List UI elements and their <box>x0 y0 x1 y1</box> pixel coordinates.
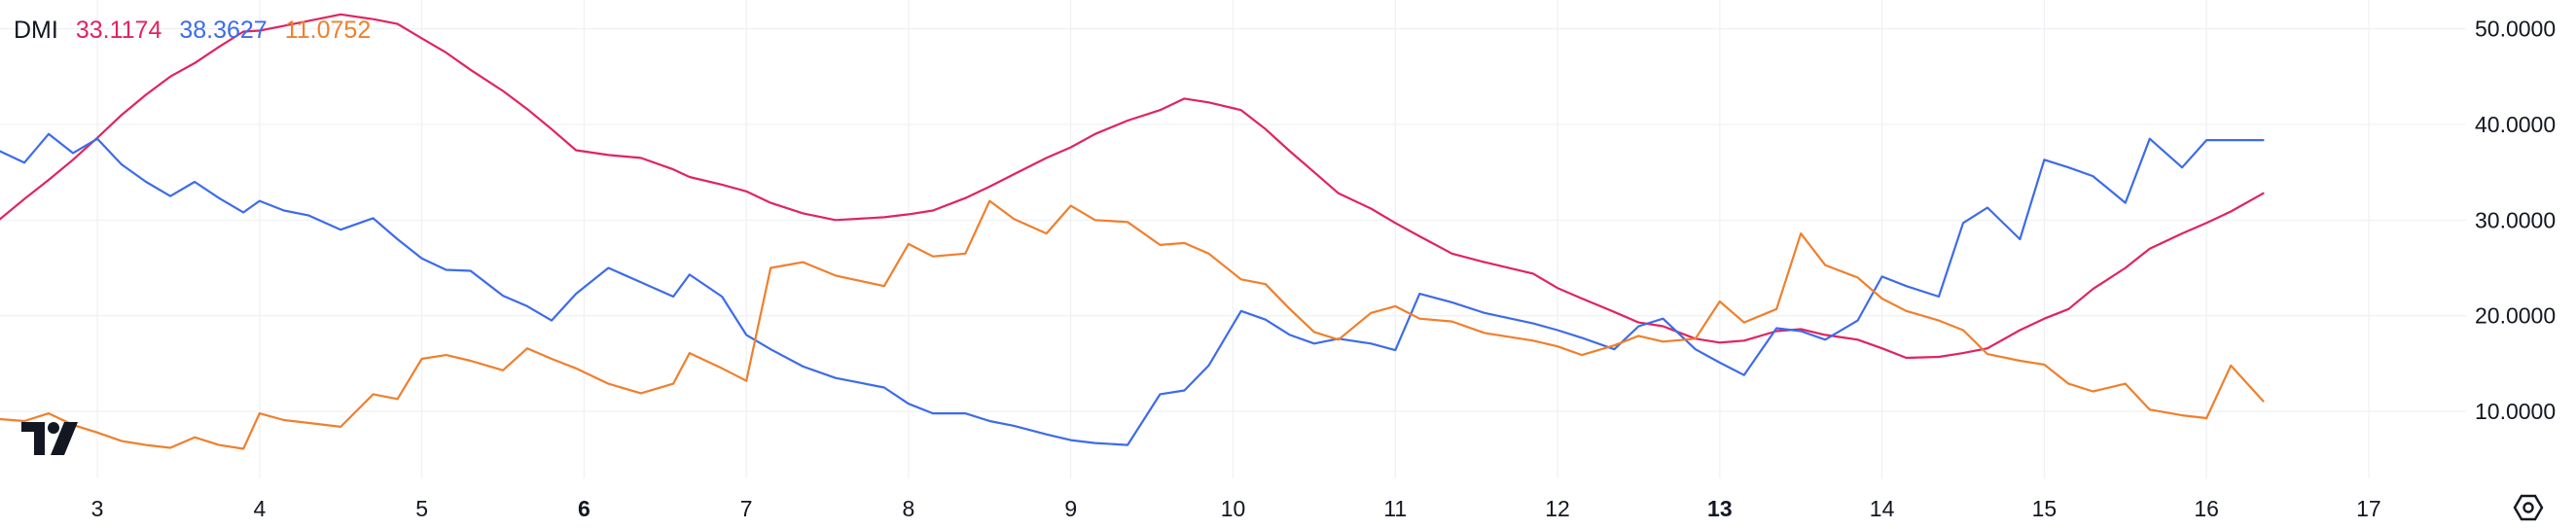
x-tick-label: 4 <box>253 496 266 521</box>
legend-title: DMI <box>14 17 58 44</box>
y-tick-label: 10.0000 <box>2475 399 2556 424</box>
x-tick-label: 5 <box>415 496 428 521</box>
x-tick-label: 16 <box>2194 496 2219 521</box>
x-tick-label: 10 <box>1221 496 1246 521</box>
settings-hexagon-icon[interactable] <box>2513 494 2544 521</box>
y-axis[interactable]: 10.0000 20.0000 30.0000 40.0000 50.0000 <box>2475 17 2556 425</box>
x-tick-label: 13 <box>1707 496 1733 521</box>
chart-legend: DMI 33.1174 38.3627 11.0752 <box>14 14 371 47</box>
x-tick-label: 9 <box>1064 496 1077 521</box>
x-axis[interactable]: 3 4 5 6 7 8 9 10 11 12 13 14 15 16 17 <box>91 496 2381 521</box>
x-tick-label: 3 <box>91 496 104 521</box>
chart-grid <box>0 0 2466 478</box>
x-tick-label: 17 <box>2356 496 2381 521</box>
series-line-adx[interactable] <box>0 199 2265 450</box>
x-tick-label: 8 <box>903 496 915 521</box>
y-tick-label: 20.0000 <box>2475 303 2556 329</box>
x-tick-label: 11 <box>1383 496 1407 521</box>
series-line-minus-di[interactable] <box>0 132 2265 446</box>
x-tick-label: 7 <box>740 496 753 521</box>
y-tick-label: 30.0000 <box>2475 207 2556 232</box>
series-line-plus-di[interactable] <box>0 13 2265 360</box>
x-tick-label: 14 <box>1870 496 1895 521</box>
x-tick-label: 15 <box>2032 496 2057 521</box>
legend-value-adx: 11.0752 <box>284 17 372 44</box>
tradingview-logo-icon[interactable] <box>21 422 78 455</box>
chart-series <box>0 13 2265 450</box>
legend-value-plus-di: 33.1174 <box>75 17 162 44</box>
y-tick-label: 40.0000 <box>2475 112 2556 137</box>
y-tick-label: 50.0000 <box>2475 17 2556 42</box>
x-tick-label: 12 <box>1545 496 1570 521</box>
x-tick-label: 6 <box>578 496 590 521</box>
legend-value-minus-di: 38.3627 <box>179 17 268 44</box>
